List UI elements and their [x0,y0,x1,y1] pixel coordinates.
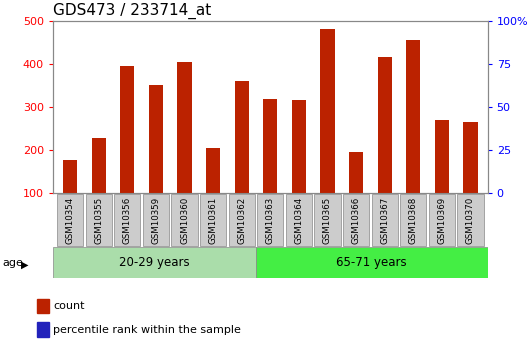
Bar [37,322,49,337]
FancyBboxPatch shape [457,194,483,246]
Text: GSM10359: GSM10359 [152,196,161,244]
Bar [206,148,220,193]
Text: count: count [53,301,84,311]
FancyBboxPatch shape [286,194,312,246]
Bar [463,122,478,193]
FancyBboxPatch shape [86,194,112,246]
Bar [435,120,449,193]
Text: GSM10370: GSM10370 [466,196,475,244]
Text: GSM10355: GSM10355 [94,196,103,244]
Text: GSM10369: GSM10369 [437,196,446,244]
FancyBboxPatch shape [256,247,488,278]
Text: GSM10354: GSM10354 [66,196,75,244]
Bar [406,40,420,193]
Bar [178,62,192,193]
Text: GSM10365: GSM10365 [323,196,332,244]
Text: ▶: ▶ [21,260,29,269]
Text: GDS473 / 233714_at: GDS473 / 233714_at [53,3,211,19]
Text: GSM10363: GSM10363 [266,196,275,244]
Text: GSM10364: GSM10364 [294,196,303,244]
Bar [92,138,106,193]
Text: GSM10367: GSM10367 [380,196,389,244]
FancyBboxPatch shape [57,194,83,246]
Bar [263,99,277,193]
Text: GSM10361: GSM10361 [209,196,218,244]
Bar [292,100,306,193]
Text: GSM10362: GSM10362 [237,196,246,244]
FancyBboxPatch shape [314,194,341,246]
Text: GSM10356: GSM10356 [123,196,132,244]
FancyBboxPatch shape [53,247,256,278]
Bar [149,86,163,193]
Bar [63,159,77,193]
FancyBboxPatch shape [228,194,255,246]
FancyBboxPatch shape [372,194,398,246]
FancyBboxPatch shape [200,194,226,246]
Bar [37,299,49,313]
Bar [349,152,363,193]
FancyBboxPatch shape [143,194,169,246]
Bar [120,66,135,193]
FancyBboxPatch shape [171,194,198,246]
FancyBboxPatch shape [429,194,455,246]
Text: age: age [3,258,23,268]
Text: 65-71 years: 65-71 years [337,256,407,269]
Text: GSM10368: GSM10368 [409,196,418,244]
FancyBboxPatch shape [257,194,284,246]
Text: percentile rank within the sample: percentile rank within the sample [53,325,241,335]
FancyBboxPatch shape [343,194,369,246]
Text: 20-29 years: 20-29 years [119,256,190,269]
FancyBboxPatch shape [114,194,140,246]
Bar [235,81,249,193]
Text: GSM10366: GSM10366 [351,196,360,244]
Bar [320,29,334,193]
Bar [377,57,392,193]
Text: GSM10360: GSM10360 [180,196,189,244]
FancyBboxPatch shape [400,194,427,246]
